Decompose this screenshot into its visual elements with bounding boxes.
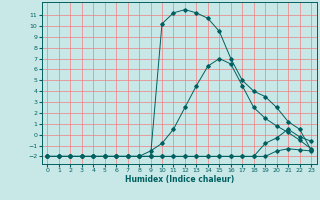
X-axis label: Humidex (Indice chaleur): Humidex (Indice chaleur) — [124, 175, 234, 184]
